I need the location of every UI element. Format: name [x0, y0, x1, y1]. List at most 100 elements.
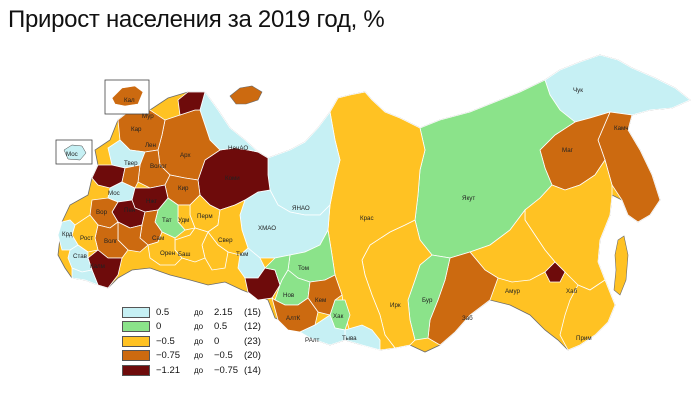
region-yanao [267, 111, 341, 216]
region-tyva [344, 324, 381, 351]
legend-item: 0 до 0.5 (12) [122, 320, 261, 335]
map-legend: 0.5 до 2.15 (15) 0 до 0.5 (12) −0.5 до 0… [122, 305, 261, 378]
region-label: Удм [178, 217, 189, 224]
region-label: НенАО [228, 145, 248, 152]
region-label: Баш [178, 251, 191, 258]
legend-to: −0.75 [214, 364, 239, 376]
region-label: Кир [178, 185, 189, 192]
region-label: Бур [422, 297, 433, 304]
region-label: Став [73, 253, 88, 260]
legend-item: −0.75 до −0.5 (20) [122, 349, 261, 364]
legend-count: (14) [244, 364, 261, 376]
region-label: Вор [96, 209, 108, 216]
region-label: Крд [62, 231, 73, 238]
legend-to: 0 [214, 335, 220, 347]
label-mos-inset: Мос [66, 151, 78, 158]
region-label: Нов [283, 292, 295, 299]
region-label: Тюм [236, 251, 248, 258]
legend-count: (23) [244, 335, 261, 347]
region-label: Якут [462, 195, 475, 202]
legend-from: −1.21 [156, 364, 181, 376]
legend-swatch-2 [122, 321, 150, 333]
region-evr [544, 261, 566, 283]
region-sakhalin [613, 235, 629, 296]
region-altk [271, 297, 319, 333]
legend-item: −1.21 до −0.75 (14) [122, 363, 261, 378]
map-title: Прирост населения за 2019 год, % [8, 6, 385, 33]
region-label: Коми [225, 175, 240, 182]
region-label: Прим [576, 335, 592, 342]
region-label: Маг [562, 147, 574, 154]
region-ralt [299, 314, 346, 346]
legend-swatch-1 [122, 306, 150, 318]
region-label: Тыва [342, 335, 357, 342]
legend-word: до [194, 307, 204, 317]
region-label: РАлт [305, 337, 319, 344]
region-label: Тат [162, 217, 172, 224]
region-label: Свер [218, 237, 233, 244]
region-label: Арх [180, 152, 191, 159]
region-label: Чук [573, 87, 583, 94]
region-label: Лен [145, 142, 156, 149]
region-label: Мур [142, 113, 154, 120]
region-label: Мос [108, 190, 120, 197]
region-label: Кар [131, 126, 142, 133]
legend-item: 0.5 до 2.15 (15) [122, 305, 261, 320]
region-label: Твер [124, 160, 138, 167]
region-label: Крас [360, 215, 374, 222]
legend-count: (12) [244, 321, 261, 333]
region-label: Заб [462, 315, 473, 322]
region-label: Волг [104, 238, 118, 245]
legend-item: −0.5 до 0 (23) [122, 334, 261, 349]
legend-count: (15) [244, 306, 261, 318]
region-dag [71, 267, 99, 286]
legend-swatch-3 [122, 335, 150, 347]
region-label: Перм [197, 213, 213, 220]
region-label: ЯНАО [292, 205, 310, 212]
region-oren [147, 231, 183, 266]
legend-swatch-5 [122, 364, 150, 376]
region-label: Сам [152, 235, 164, 242]
legend-word: до [194, 336, 204, 346]
legend-count: (20) [244, 350, 261, 362]
region-label: Камч [614, 125, 629, 132]
legend-swatch-4 [122, 350, 150, 362]
region-label: Рост [80, 235, 93, 242]
region-chuk [544, 54, 691, 123]
region-mos-city [63, 144, 87, 161]
legend-word: до [194, 322, 204, 332]
legend-from: 0.5 [156, 306, 170, 318]
region-label: ХМАО [258, 225, 276, 232]
region-prim [559, 279, 616, 351]
legend-word: до [194, 351, 204, 361]
region-label: АлтК [286, 315, 301, 322]
region-label: Хаб [566, 288, 578, 295]
region-mur [177, 91, 206, 116]
legend-to: 2.15 [214, 306, 233, 318]
region-krd [57, 219, 79, 251]
region-label: Том [298, 265, 309, 272]
region-label: Кал [124, 97, 135, 104]
region-label: Ирк [390, 302, 401, 309]
region-label: Хак [333, 313, 344, 320]
legend-to: 0.5 [214, 321, 228, 333]
legend-to: −0.5 [214, 350, 233, 362]
region-label: Нжг [146, 198, 158, 205]
region-novaya-zemlya [229, 85, 263, 105]
legend-from: −0.75 [156, 350, 181, 362]
region-label: Калм [90, 263, 105, 270]
region-label: Волог [150, 163, 168, 170]
region-yar [121, 164, 141, 189]
legend-from: 0 [156, 321, 162, 333]
region-label: Кем [315, 297, 326, 304]
region-amur [469, 208, 556, 283]
region-labels: Чук Камч Маг Якут Хаб Амур Прим Заб Бур Ирк Крас ЯН… [62, 87, 629, 344]
region-label: Амур [505, 288, 520, 295]
region-label: Пен [124, 207, 135, 214]
region-kal [111, 85, 144, 107]
region-sverd [207, 199, 249, 256]
legend-word: до [194, 365, 204, 375]
region-label: Орен [160, 250, 175, 257]
legend-from: −0.5 [156, 335, 175, 347]
